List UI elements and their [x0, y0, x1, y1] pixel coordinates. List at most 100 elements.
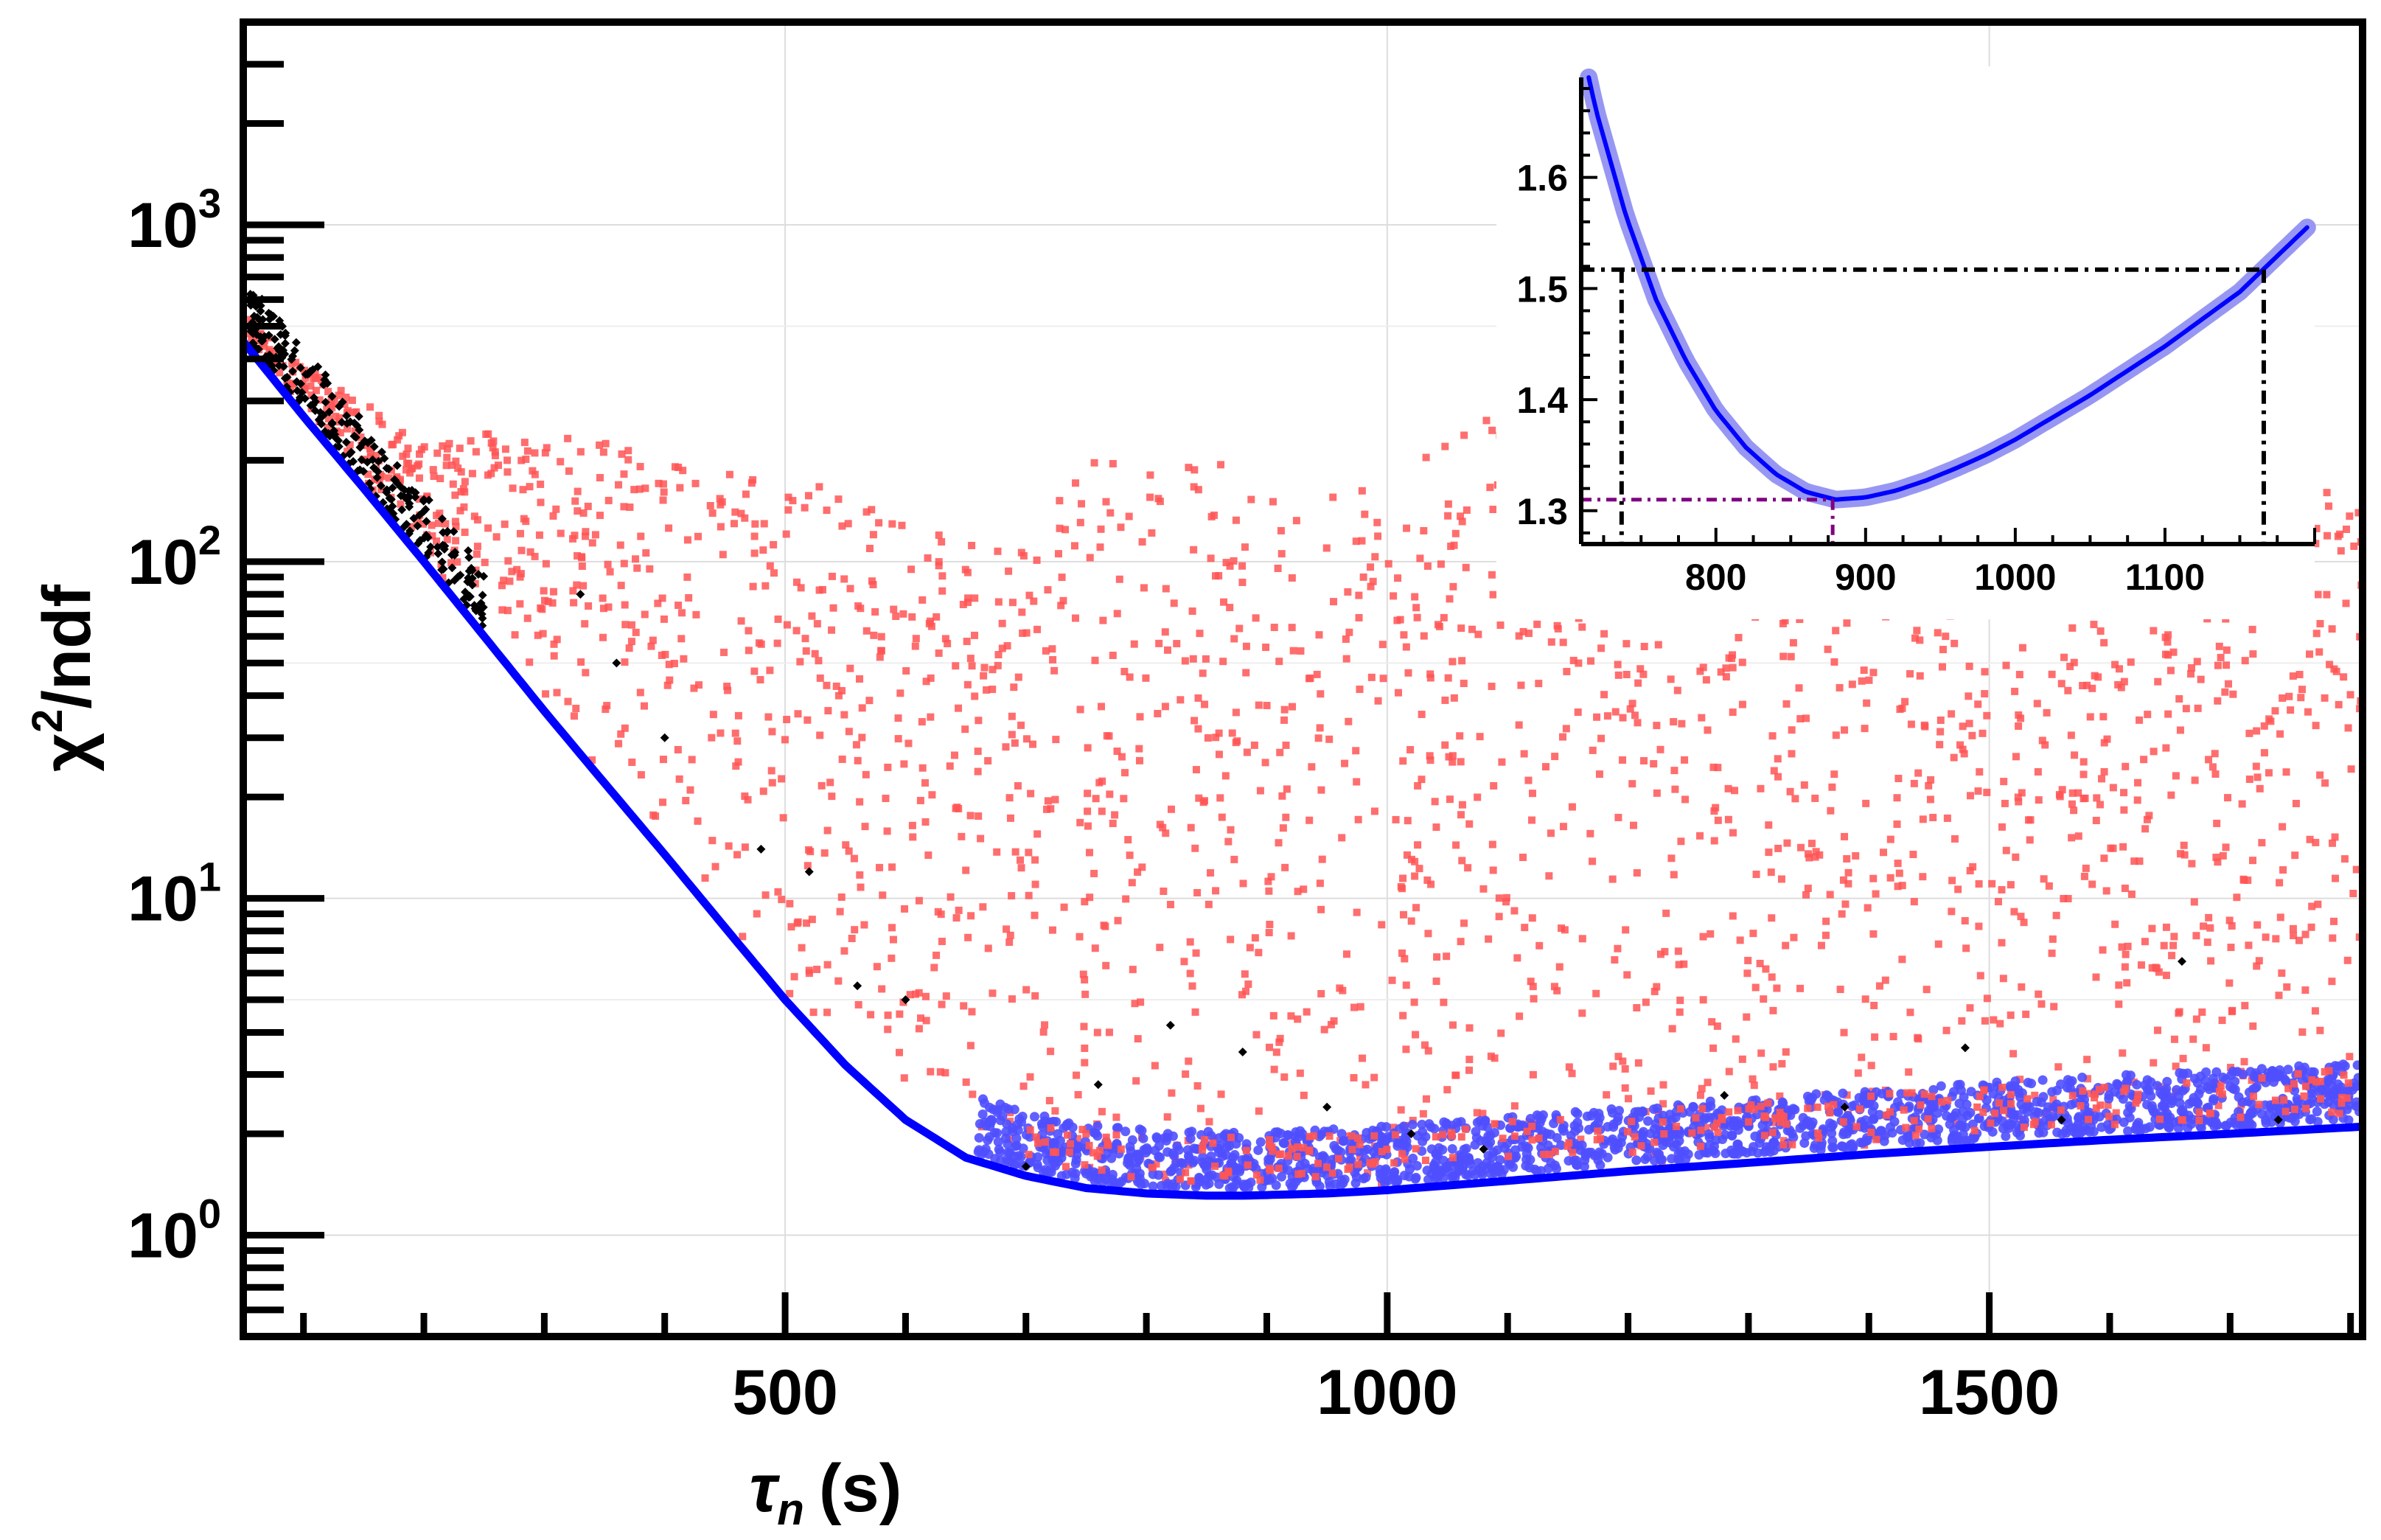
red-scatter-point [1356, 1152, 1364, 1160]
red-scatter-point [1410, 998, 1418, 1006]
black-scatter-point [612, 658, 621, 668]
red-scatter-point [1768, 914, 1776, 922]
red-scatter-point [1093, 1152, 1101, 1160]
red-scatter-point [1916, 636, 1924, 644]
red-scatter-point [1465, 1056, 1474, 1064]
red-scatter-point [1595, 770, 1603, 778]
blue-scatter-point [1184, 1127, 1194, 1137]
red-scatter-point [1745, 1118, 1753, 1126]
best-fit-curve [240, 339, 2363, 1200]
blue-scatter-point [2133, 1123, 2144, 1134]
red-scatter-point [1510, 1102, 1519, 1110]
red-scatter-point [1981, 668, 1989, 676]
red-scatter-point [529, 467, 537, 475]
red-scatter-point [2120, 677, 2128, 686]
red-scatter-point [742, 490, 750, 498]
red-scatter-point [912, 635, 920, 643]
red-scatter-point [1597, 644, 1606, 652]
red-scatter-point [1452, 841, 1460, 849]
red-scatter-point [1782, 700, 1791, 708]
blue-scatter-point [1729, 1148, 1740, 1158]
red-scatter-point [1370, 1132, 1378, 1140]
red-scatter-point [816, 674, 824, 682]
red-scatter-point [649, 636, 657, 644]
red-scatter-point [1348, 1146, 1356, 1154]
red-scatter-point [892, 613, 900, 621]
red-scatter-point [2127, 890, 2136, 898]
red-scatter-point [2145, 812, 2153, 820]
red-scatter-point [2121, 963, 2129, 971]
red-scatter-point [854, 1000, 862, 1008]
red-scatter-point [1185, 1057, 1193, 1065]
red-scatter-point [1132, 1077, 1140, 1085]
red-scatter-point [1458, 657, 1466, 665]
blue-scatter-point [2251, 1081, 2262, 1092]
red-scatter-point [1190, 466, 1199, 474]
inset-y-tick-label: 1.5 [1516, 268, 1568, 310]
red-scatter-point [2057, 680, 2065, 688]
red-scatter-point [2058, 786, 2066, 794]
red-scatter-point [1870, 1001, 1878, 1009]
red-scatter-point [2340, 855, 2349, 863]
black-scatter-point [276, 345, 286, 355]
red-scatter-point [2180, 851, 2189, 859]
red-scatter-point [436, 475, 445, 483]
blue-scatter-point [2144, 1085, 2154, 1095]
black-scatter-point [342, 411, 352, 420]
red-scatter-point [1773, 984, 1781, 992]
red-scatter-point [2170, 933, 2178, 941]
black-scatter-point [405, 526, 415, 536]
red-scatter-point [1936, 728, 1945, 736]
red-scatter-point [952, 804, 960, 812]
red-scatter-point [1282, 741, 1290, 749]
blue-scatter-point [1956, 1121, 1967, 1132]
red-scatter-point [1274, 564, 1282, 572]
red-scatter-point [756, 676, 764, 684]
red-scatter-point [1762, 1113, 1770, 1121]
red-scatter-point [2083, 1056, 2091, 1064]
red-scatter-point [2116, 665, 2124, 673]
red-scatter-point [921, 818, 930, 826]
red-scatter-point [1979, 729, 1987, 737]
red-scatter-point [2224, 794, 2232, 802]
red-scatter-point [932, 951, 941, 959]
blue-scatter-point [1113, 1123, 1123, 1133]
red-scatter-point [1207, 512, 1216, 520]
red-scatter-point [1558, 924, 1566, 933]
blue-scatter-point [995, 1147, 1005, 1157]
red-scatter-point [1928, 1093, 1936, 1101]
red-scatter-point [2272, 935, 2280, 943]
blue-scatter-point [2004, 1118, 2015, 1129]
red-scatter-point [624, 456, 632, 464]
blue-scatter-point [1966, 1087, 1976, 1097]
red-scatter-point [1414, 841, 1422, 849]
red-scatter-point [445, 439, 453, 447]
red-scatter-point [1288, 624, 1296, 632]
red-scatter-point [2085, 1115, 2093, 1123]
red-scatter-point [540, 596, 548, 604]
red-scatter-point [824, 707, 832, 715]
red-scatter-point [323, 405, 331, 414]
red-scatter-point [1910, 898, 1918, 906]
red-scatter-point [1903, 1089, 1911, 1097]
red-scatter-point [327, 402, 335, 410]
red-scatter-point [1699, 996, 1707, 1004]
red-scatter-point [1192, 949, 1200, 957]
red-scatter-point [2133, 1095, 2141, 1104]
red-scatter-point [2172, 1062, 2180, 1070]
red-scatter-point [1096, 1146, 1104, 1154]
red-scatter-point [1981, 690, 1989, 698]
red-scatter-point [834, 977, 843, 985]
black-scatter-point [433, 543, 442, 552]
red-scatter-point [2214, 858, 2222, 866]
red-scatter-point [635, 485, 644, 493]
red-scatter-point [1404, 817, 1412, 825]
blue-scatter-point [1227, 1182, 1238, 1192]
red-scatter-point [1619, 756, 1627, 764]
red-scatter-point [918, 718, 926, 726]
red-scatter-point [2130, 857, 2138, 865]
blue-scatter-point [983, 1135, 993, 1146]
red-scatter-point [615, 481, 623, 489]
red-scatter-point [1191, 844, 1199, 852]
red-scatter-point [1515, 721, 1523, 729]
